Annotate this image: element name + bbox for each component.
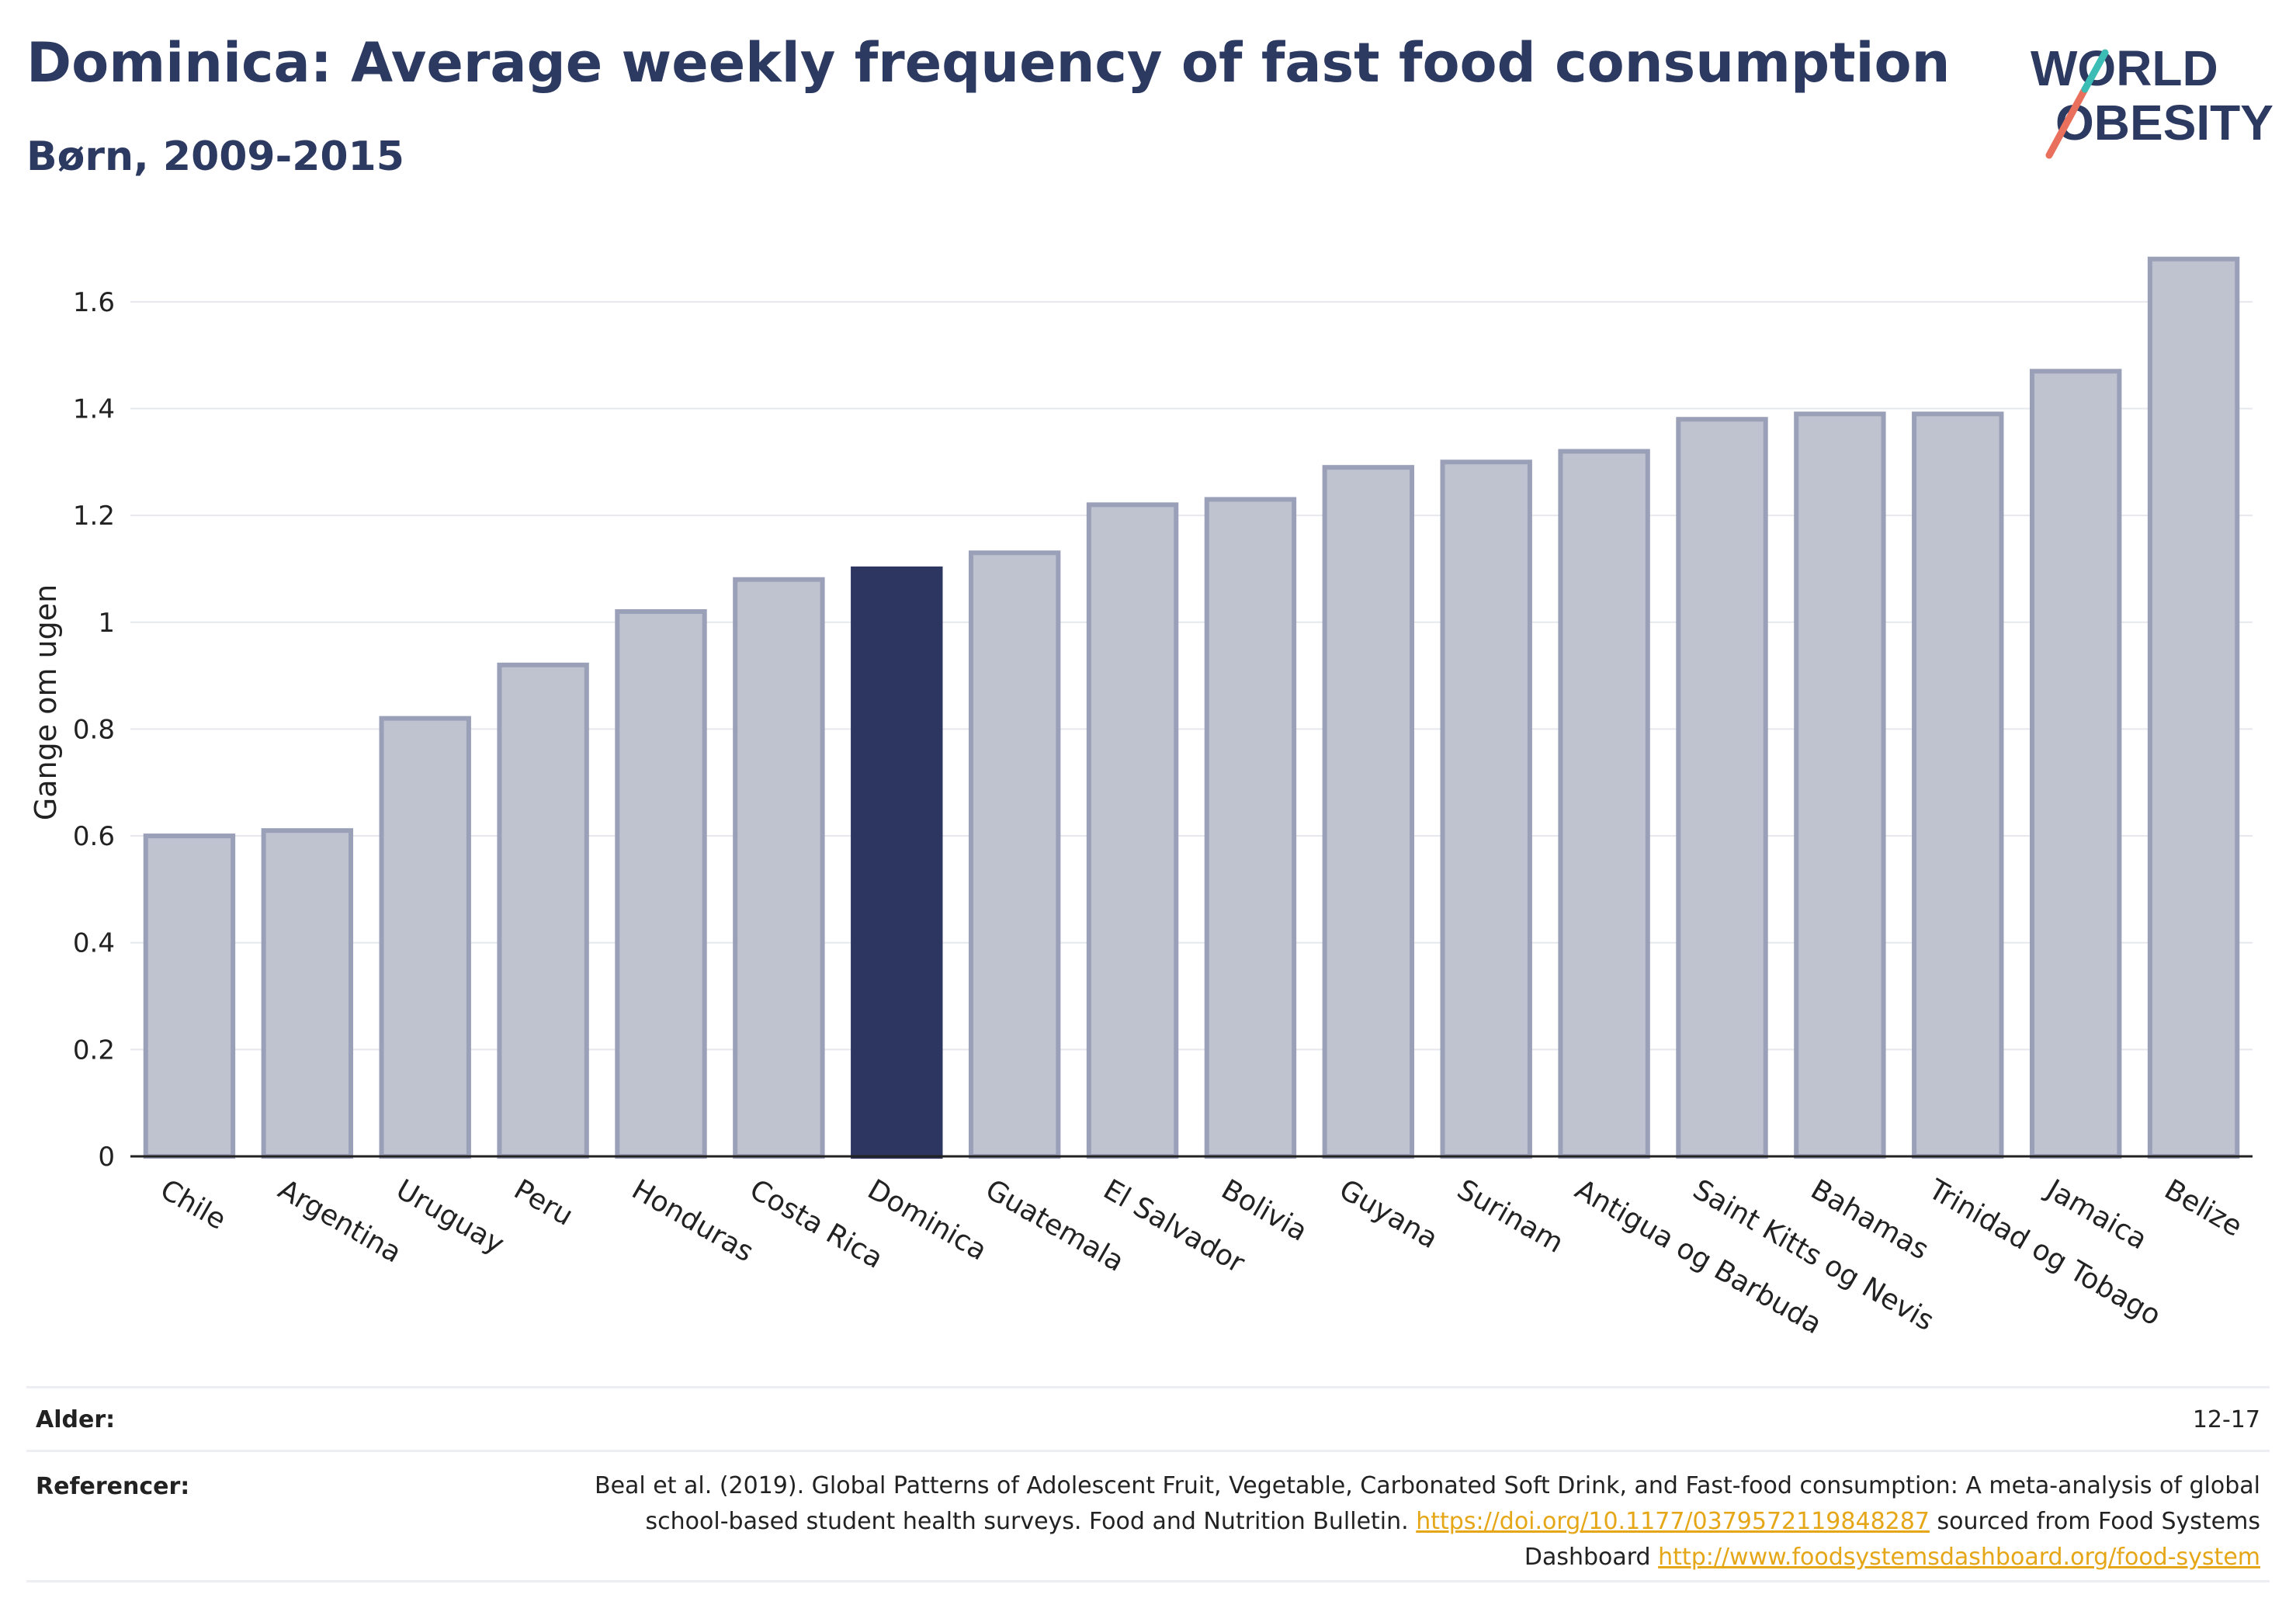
- bar-bahamas: [1794, 411, 1886, 1159]
- y-axis-label: Gange om ugen: [29, 584, 63, 820]
- bar-uruguay: [379, 716, 471, 1159]
- logo-line1: WORLD: [2031, 40, 2218, 96]
- x-tick-label: Belize: [2159, 1173, 2248, 1242]
- chart-subtitle: Børn, 2009-2015: [26, 133, 404, 180]
- reference-citation: Beal et al. (2019). Global Patterns of A…: [594, 1472, 2260, 1535]
- x-tick-label: Costa Rica: [744, 1173, 888, 1275]
- reference-source: sourced from Food Systems Dashboard: [1524, 1508, 2260, 1571]
- bar-guyana: [1322, 465, 1415, 1159]
- x-tick-label: Honduras: [626, 1173, 758, 1268]
- references-text: Beal et al. (2019). Global Patterns of A…: [553, 1468, 2260, 1575]
- y-tick-label: 0.2: [73, 1035, 115, 1066]
- x-tick-label: Peru: [508, 1173, 578, 1232]
- y-tick-label: 0.4: [73, 928, 115, 959]
- bar-saint-kitts-og-nevis: [1676, 417, 1768, 1159]
- x-tick-label: Bolivia: [1216, 1173, 1313, 1248]
- bar-argentina: [261, 828, 354, 1159]
- bar-chile: [143, 834, 236, 1159]
- y-tick-label: 1: [98, 608, 115, 639]
- meta-divider-top: [26, 1386, 2270, 1388]
- bar-trinidad-og-tobago: [1912, 411, 2004, 1159]
- y-tick-label: 1.4: [73, 393, 115, 425]
- age-label: Alder:: [36, 1406, 116, 1433]
- x-tick-label: Guyana: [1334, 1173, 1443, 1255]
- bar-dominica: [851, 566, 943, 1159]
- y-tick-label: 0.8: [73, 714, 115, 745]
- bar-jamaica: [2029, 369, 2122, 1159]
- meta-divider-middle: [26, 1450, 2270, 1452]
- y-tick-label: 0.6: [73, 821, 115, 852]
- references-label: Referencer:: [36, 1473, 190, 1500]
- y-tick-label: 0: [98, 1142, 115, 1173]
- bar-honduras: [615, 609, 707, 1159]
- x-tick-label: Uruguay: [390, 1173, 509, 1260]
- x-tick-label: Argentina: [272, 1173, 407, 1269]
- meta-divider-bottom: [26, 1580, 2270, 1582]
- logo-slash-teal: [2081, 49, 2109, 93]
- logo-line2: OBESITY: [2055, 95, 2273, 151]
- chart-title: Dominica: Average weekly frequency of fa…: [26, 31, 1951, 95]
- age-value: 12-17: [2192, 1406, 2260, 1433]
- bar-belize: [2147, 256, 2240, 1159]
- y-tick-label: 1.6: [73, 287, 115, 318]
- bar-costa-rica: [733, 577, 825, 1159]
- bar-antigua-og-barbuda: [1558, 449, 1650, 1159]
- bar-bolivia: [1204, 497, 1297, 1159]
- bar-guatemala: [968, 550, 1061, 1159]
- bar-peru: [497, 662, 589, 1159]
- y-tick-label: 1.2: [73, 501, 115, 532]
- x-tick-label: Surinam: [1451, 1173, 1569, 1260]
- bar-el-salvador: [1086, 502, 1179, 1159]
- reference-doi-link[interactable]: https://doi.org/10.1177/0379572119848287: [1416, 1508, 1930, 1535]
- bar-chart: 0 0.2 0.4 0.6 0.8 1 1.2 1.4 1.6 Gange om ugen Chil…: [29, 256, 2253, 1340]
- world-obesity-logo: WORLD OBESITY: [2031, 40, 2273, 159]
- bar-surinam: [1440, 459, 1532, 1159]
- logo-slash-red: [2045, 85, 2089, 159]
- x-tick-label: Chile: [154, 1173, 231, 1236]
- reference-dashboard-link[interactable]: http://www.foodsystemsdashboard.org/food…: [1658, 1544, 2260, 1571]
